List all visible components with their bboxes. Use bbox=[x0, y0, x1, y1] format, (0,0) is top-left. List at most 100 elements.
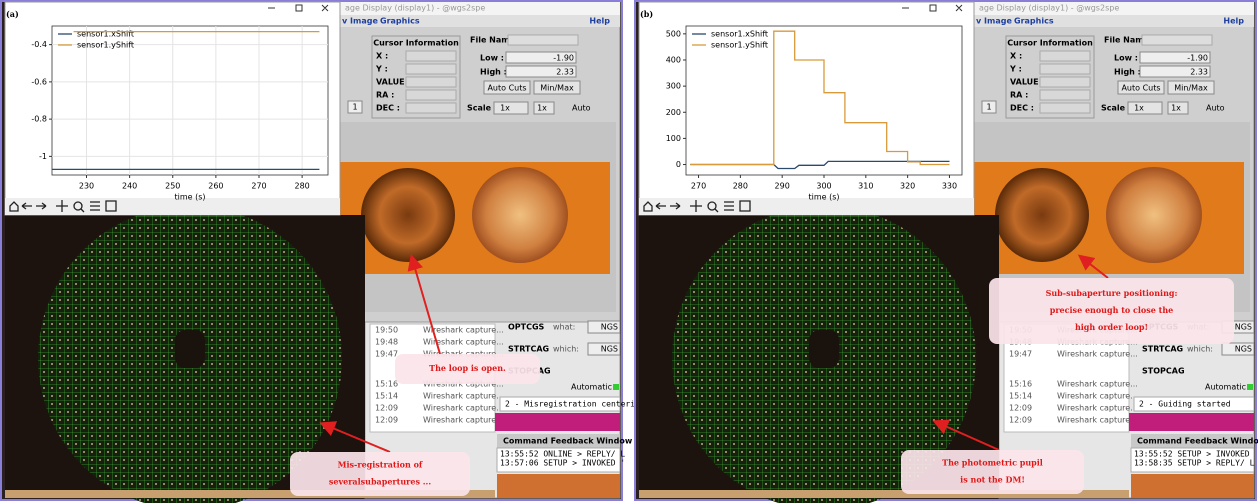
annotation-text: high order loop! bbox=[1075, 322, 1148, 332]
feedback-line: 13:55:52 ONLINE > REPLY/ L bbox=[500, 450, 625, 459]
command-input bbox=[587, 320, 621, 334]
command-value: NGS bbox=[1235, 345, 1252, 354]
panel: age Display (display1) - @wgs2spe v Image… bbox=[634, 0, 1258, 503]
log-text: Wireshark capture... bbox=[423, 416, 504, 425]
low-value: -1.90 bbox=[1187, 54, 1208, 63]
annotation-box bbox=[989, 278, 1234, 344]
low-value: -1.90 bbox=[553, 54, 574, 63]
status-text: 2 - Misregistration centering bbox=[505, 400, 645, 409]
window-title: age Display (display1) - @wgs2spe bbox=[345, 4, 485, 13]
log-text: Wireshark capture... bbox=[423, 404, 504, 413]
button[interactable] bbox=[533, 80, 581, 95]
command-input bbox=[1221, 342, 1255, 356]
menu-item: v Image bbox=[976, 17, 1012, 26]
title-bar bbox=[335, 2, 620, 15]
x-tick-label: 320 bbox=[900, 182, 915, 191]
panel: age Display (display1) - @wgs2spe v Image… bbox=[0, 0, 645, 503]
cursor-field: X : bbox=[1010, 52, 1022, 61]
y-tick-label: -0.4 bbox=[31, 40, 47, 49]
scale-value: 1x bbox=[1134, 104, 1144, 113]
button-label: Min/Max bbox=[1174, 84, 1208, 93]
cursor-title: Cursor Information bbox=[373, 39, 459, 48]
command-value: NGS bbox=[601, 323, 618, 332]
log-time: 19:48 bbox=[375, 338, 398, 347]
y-tick-label: 200 bbox=[666, 108, 681, 117]
page-number: 1 bbox=[352, 103, 357, 112]
auto-label: Auto bbox=[572, 104, 591, 113]
log-time: 12:09 bbox=[1009, 404, 1032, 413]
button-label: Auto Cuts bbox=[487, 84, 526, 93]
log-text: Wireshark capture... bbox=[1057, 380, 1138, 389]
command-input bbox=[587, 342, 621, 356]
log-text: Wireshark capture... bbox=[423, 392, 504, 401]
x-tick-label: 260 bbox=[208, 182, 223, 191]
x-tick-label: 230 bbox=[79, 182, 94, 191]
annotation-arrow bbox=[319, 421, 391, 453]
annotation-text: Mis-registration of bbox=[338, 460, 423, 470]
page-number: 1 bbox=[986, 103, 991, 112]
x-tick-label: 310 bbox=[858, 182, 873, 191]
high-value: 2.33 bbox=[556, 68, 574, 77]
menu-help: Help bbox=[1223, 17, 1244, 26]
high-input bbox=[505, 65, 577, 78]
cursor-field: VALUE : bbox=[376, 78, 411, 87]
phase-disk bbox=[1106, 167, 1202, 263]
status-led bbox=[613, 384, 619, 390]
bottom-bar bbox=[639, 490, 1129, 498]
menu-item: v Image bbox=[342, 17, 378, 26]
annotation-text: severalsubapertures ... bbox=[329, 477, 431, 487]
annotation-arrow bbox=[1077, 254, 1109, 279]
button[interactable] bbox=[1117, 80, 1165, 95]
panel-label: (a) bbox=[6, 9, 19, 19]
log-time: 19:50 bbox=[375, 326, 398, 335]
phase-disk bbox=[361, 168, 455, 262]
file-name-label: File Name bbox=[1104, 36, 1150, 45]
y-tick-label: -1 bbox=[39, 152, 47, 161]
window-title: age Display (display1) - @wgs2spe bbox=[979, 4, 1119, 13]
cursor-field: DEC : bbox=[1010, 104, 1034, 113]
command-name: OPTCGS bbox=[508, 323, 545, 332]
feedback-line: 13:55:52 SETUP > INVOKED bbox=[1134, 450, 1250, 459]
legend-label: sensor1.yShift bbox=[711, 41, 768, 50]
low-label: Low : bbox=[1114, 54, 1138, 63]
button[interactable] bbox=[1167, 80, 1215, 95]
y-tick-label: 100 bbox=[666, 134, 681, 143]
low-input bbox=[1139, 51, 1211, 64]
annotation-text: precise enough to close the bbox=[1050, 305, 1173, 315]
annotation-box bbox=[290, 452, 470, 496]
cursor-input bbox=[405, 76, 457, 88]
menu-help: Help bbox=[589, 17, 610, 26]
toolbar bbox=[639, 198, 974, 215]
chart-window bbox=[638, 1, 975, 216]
feedback-box bbox=[496, 447, 621, 473]
file-input bbox=[507, 34, 579, 46]
log-time: 12:09 bbox=[375, 404, 398, 413]
x-tick-label: 290 bbox=[775, 182, 790, 191]
annotation-arrow bbox=[407, 254, 441, 355]
button[interactable] bbox=[483, 80, 531, 95]
log-time: 15:14 bbox=[375, 392, 398, 401]
menu-item: Graphics bbox=[380, 17, 420, 26]
scale-box bbox=[1127, 101, 1163, 115]
annotation-text: Sub-subaperture positioning: bbox=[1046, 288, 1178, 298]
annotation-arrow bbox=[932, 419, 1000, 451]
cursor-input bbox=[1039, 63, 1091, 75]
cursor-input bbox=[405, 102, 457, 114]
bottom-bar bbox=[5, 490, 495, 498]
phase-disk bbox=[995, 168, 1089, 262]
status-box bbox=[499, 396, 621, 412]
title-bar bbox=[969, 2, 1254, 15]
high-label: High : bbox=[1114, 68, 1141, 77]
status-led bbox=[1247, 384, 1253, 390]
annotation-text: The loop is open. bbox=[429, 363, 506, 373]
cursor-box bbox=[371, 35, 461, 119]
scale-label: Scale : bbox=[467, 104, 497, 113]
x-tick-label: 270 bbox=[691, 182, 706, 191]
command-param: what: bbox=[553, 323, 575, 332]
legend-label: sensor1.xShift bbox=[77, 30, 134, 39]
x-tick-label: 300 bbox=[816, 182, 831, 191]
y-tick-label: 400 bbox=[666, 55, 681, 64]
series-line bbox=[690, 160, 950, 170]
cursor-input bbox=[405, 50, 457, 62]
